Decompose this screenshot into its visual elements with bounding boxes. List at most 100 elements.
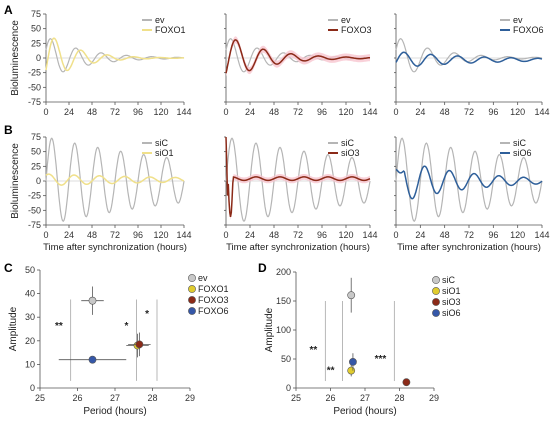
y-tick-label: -75: [28, 220, 41, 230]
x-tick-label: 144: [362, 107, 377, 117]
y-tick-label: 10: [25, 359, 35, 369]
series-line-foxo1: [45, 37, 185, 72]
scatter-chart-d: 25 26 27 28 29 0 50 100 150 200 Period (hours) Ampl…: [264, 267, 461, 417]
y-tick-label: 40: [25, 289, 35, 299]
x-axis-label: Period (hours): [83, 406, 146, 417]
legend-label-sic: siC: [155, 138, 168, 148]
legend-label-sio3: siO3: [341, 148, 360, 158]
legend-label-sio1: siO1: [155, 148, 174, 158]
x-tick-label: 144: [534, 107, 549, 117]
legend-marker-foxo6: [188, 307, 196, 315]
x-tick-label: 120: [338, 230, 353, 240]
legend-marker-sio3: [432, 298, 440, 306]
x-tick-label: 48: [269, 107, 279, 117]
x-tick-label: 120: [510, 230, 525, 240]
y-tick-label: 25: [31, 38, 41, 48]
x-tick-label: 96: [317, 230, 327, 240]
significance-label: *: [145, 309, 149, 320]
x-axis-label: Time after synchronization (hours): [397, 242, 541, 253]
x-tick-label: 48: [87, 230, 97, 240]
x-tick-label: 24: [64, 107, 74, 117]
x-tick-label: 120: [153, 230, 168, 240]
y-tick-label: 50: [281, 354, 291, 364]
legend-label-ev: ev: [155, 15, 165, 25]
x-tick-label: 120: [338, 107, 353, 117]
panel-label-a: A: [4, 3, 13, 17]
x-tick-label: 144: [534, 230, 549, 240]
y-tick-label: 0: [36, 53, 41, 63]
y-tick-label: 200: [276, 267, 291, 277]
y-tick-label: 150: [276, 296, 291, 306]
legend-marker-sio6: [432, 309, 440, 317]
y-tick-label: -50: [28, 205, 41, 215]
x-tick-label: 27: [360, 393, 370, 403]
y-tick-label: 50: [31, 147, 41, 157]
significance-label: **: [55, 321, 63, 332]
y-tick-label: 100: [276, 325, 291, 335]
x-tick-label: 96: [317, 107, 327, 117]
x-tick-label: 25: [291, 393, 301, 403]
x-tick-label: 72: [464, 230, 474, 240]
significance-label: ***: [375, 354, 387, 365]
x-tick-label: 29: [429, 393, 439, 403]
x-tick-label: 48: [87, 107, 97, 117]
x-tick-label: 144: [362, 230, 377, 240]
significance-label: **: [327, 366, 335, 377]
x-tick-label: 29: [185, 393, 195, 403]
y-tick-label: 0: [286, 383, 291, 393]
x-tick-label: 72: [293, 230, 303, 240]
x-tick-label: 24: [415, 107, 425, 117]
y-tick-label: -75: [28, 97, 41, 107]
legend-label-foxo1: FOXO1: [155, 25, 186, 35]
legend-label-foxo6: FOXO6: [513, 25, 544, 35]
y-tick-label: 0: [36, 176, 41, 186]
panel-label-c: C: [4, 261, 13, 275]
y-tick-label: 75: [31, 132, 41, 142]
series-line-sio6: [395, 165, 543, 200]
y-tick-label: 20: [25, 336, 35, 346]
x-tick-label: 96: [488, 107, 498, 117]
x-tick-label: 72: [293, 107, 303, 117]
series-line-sio3: [225, 136, 371, 218]
series-line-sic: [45, 137, 185, 223]
legend-label-sic: siC: [341, 138, 354, 148]
x-tick-label: 0: [223, 107, 228, 117]
x-tick-label: 96: [133, 107, 143, 117]
x-tick-label: 25: [35, 393, 45, 403]
y-tick-label: 25: [31, 161, 41, 171]
x-tick-label: 72: [110, 107, 120, 117]
legend-marker-sic: [432, 276, 440, 284]
data-point-foxo3: [135, 340, 144, 349]
y-tick-label: 0: [30, 383, 35, 393]
x-tick-label: 144: [176, 230, 191, 240]
error-band-foxo3: [226, 36, 370, 77]
x-tick-label: 26: [72, 393, 82, 403]
y-tick-label: -25: [28, 68, 41, 78]
x-tick-label: 24: [415, 230, 425, 240]
legend-label-foxo3: FOXO3: [341, 25, 372, 35]
scatter-chart-c: 25 26 27 28 29 0 10 20 30 40 50 Period (hours) Ampli…: [8, 265, 229, 417]
x-tick-label: 24: [245, 230, 255, 240]
legend-label-sic: siC: [442, 275, 455, 285]
y-axis-label: Amplitude: [264, 307, 275, 352]
data-point-sic: [347, 291, 356, 300]
x-tick-label: 0: [43, 230, 48, 240]
x-tick-label: 26: [325, 393, 335, 403]
significance-label: **: [309, 345, 317, 356]
y-tick-label: 30: [25, 312, 35, 322]
data-point-sio3: [402, 378, 411, 387]
x-tick-label: 120: [510, 107, 525, 117]
x-tick-label: 28: [147, 393, 157, 403]
legend-marker-sio1: [432, 287, 440, 295]
x-tick-label: 24: [245, 107, 255, 117]
x-axis-label: Period (hours): [333, 406, 396, 417]
y-axis-label: Amplitude: [8, 306, 19, 351]
y-tick-label: -25: [28, 191, 41, 201]
data-point-sio1: [347, 366, 356, 375]
x-tick-label: 24: [64, 230, 74, 240]
panel-label-d: D: [258, 261, 267, 275]
legend-marker-foxo3: [188, 296, 196, 304]
significance-label: *: [124, 321, 128, 332]
